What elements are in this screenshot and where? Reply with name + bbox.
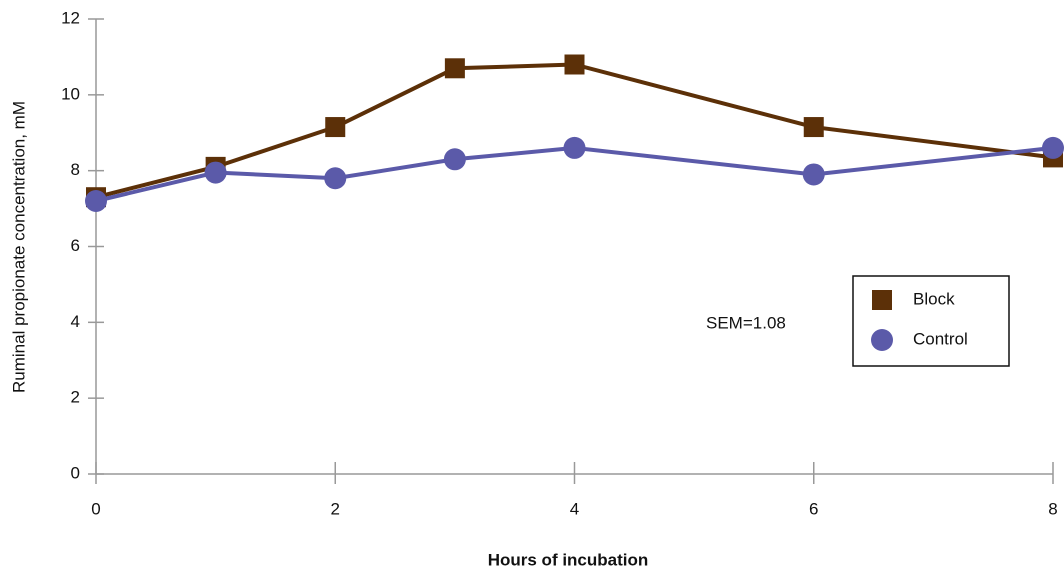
- annotation: SEM=1.08: [706, 313, 786, 332]
- y-axis-label: Ruminal propionate concentration, mM: [9, 101, 28, 393]
- x-tick-label: 4: [570, 499, 579, 518]
- x-tick-label: 6: [809, 499, 818, 518]
- series-line: [95, 62, 1054, 200]
- marker: [443, 148, 466, 171]
- marker: [803, 117, 824, 138]
- y-tick-label: 8: [71, 160, 80, 179]
- marker: [325, 117, 346, 138]
- marker: [324, 167, 347, 190]
- y-tick-label: 0: [71, 463, 80, 482]
- marker: [564, 54, 585, 75]
- x-tick-label: 2: [331, 499, 340, 518]
- y-tick-label: 2: [71, 388, 80, 407]
- marker: [85, 190, 107, 212]
- legend-label: Control: [913, 329, 968, 348]
- legend-marker: [871, 329, 893, 351]
- x-tick-label: 8: [1048, 499, 1057, 518]
- x-axis-label: Hours of incubation: [488, 550, 649, 569]
- x-tick-label: 0: [91, 499, 100, 518]
- y-tick-label: 12: [61, 8, 80, 27]
- legend-marker: [872, 290, 892, 310]
- marker: [1042, 136, 1064, 159]
- y-tick-label: 4: [71, 312, 80, 331]
- marker: [563, 136, 586, 159]
- y-tick-label: 6: [71, 236, 80, 255]
- marker: [204, 161, 227, 184]
- y-tick-label: 10: [61, 84, 80, 103]
- marker: [802, 163, 825, 186]
- marker: [444, 58, 465, 79]
- legend-label: Block: [913, 289, 955, 308]
